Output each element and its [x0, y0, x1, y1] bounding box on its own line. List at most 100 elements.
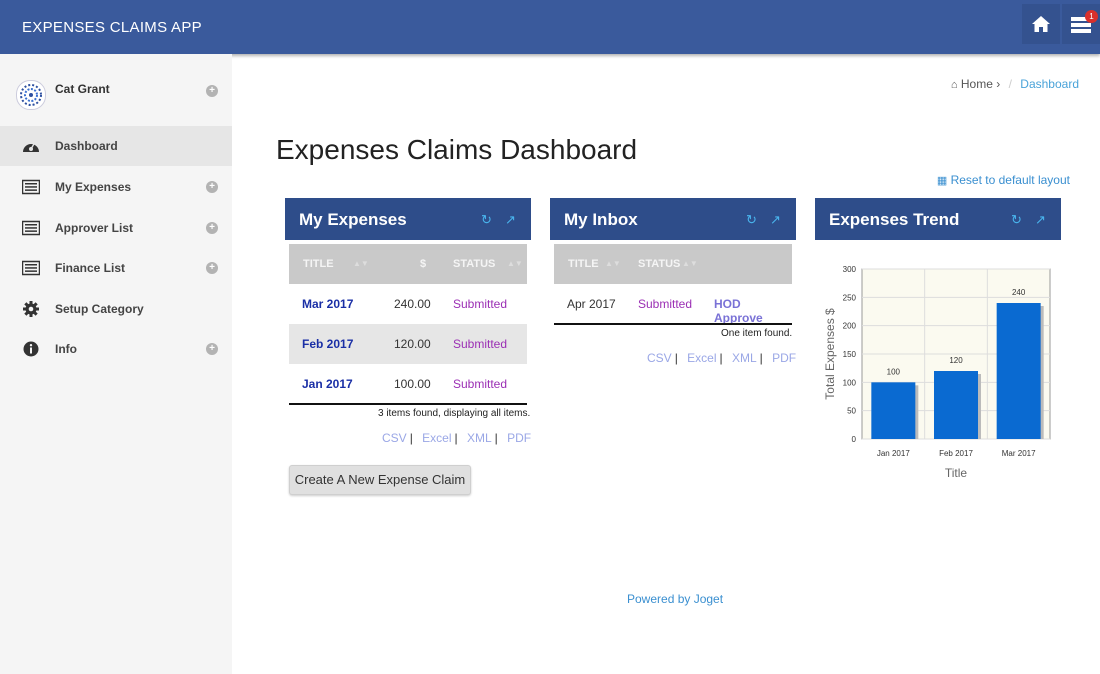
table-count: 3 items found, displaying all items. — [378, 408, 531, 419]
sidebar-item-my-expenses[interactable]: My Expenses + — [0, 167, 232, 207]
table-count: One item found. — [721, 328, 793, 339]
breadcrumb-separator: / — [1008, 77, 1012, 91]
breadcrumb-current[interactable]: Dashboard — [1020, 77, 1079, 91]
export-xml-link[interactable]: XML — [466, 431, 492, 445]
data-label: 120 — [949, 356, 963, 365]
y-tick-label: 100 — [843, 378, 857, 387]
row-amount: 120.00 — [394, 337, 431, 351]
row-status: Submitted — [453, 377, 508, 391]
sidebar-item-label: Dashboard — [55, 139, 118, 153]
inbox-button[interactable]: 1 — [1062, 4, 1100, 44]
hod-approve-link[interactable]: HOD Approve — [714, 297, 763, 325]
row-title: Apr 2017 — [567, 297, 616, 311]
avatar-image — [20, 84, 42, 106]
table-divider — [289, 403, 527, 405]
export-excel-link[interactable]: Excel — [687, 351, 717, 365]
table-row[interactable]: Feb 2017 120.00 Submitted — [289, 324, 527, 364]
sidebar-item-dashboard[interactable]: Dashboard — [0, 126, 232, 166]
notification-badge: 1 — [1085, 10, 1098, 23]
y-tick-label: 150 — [843, 350, 857, 359]
external-link-icon[interactable]: ↗ — [770, 212, 781, 227]
info-icon — [23, 341, 39, 357]
my-inbox-panel-header[interactable]: My Inbox ↻ ↗ — [550, 198, 796, 240]
sidebar-item-finance-list[interactable]: Finance List + — [0, 248, 232, 288]
x-axis-title: Title — [945, 466, 968, 480]
y-tick-label: 50 — [847, 407, 856, 416]
row-title-link[interactable]: Mar 2017 — [302, 297, 354, 311]
app-title[interactable]: EXPENSES CLAIMS APP — [22, 19, 202, 36]
sort-icon[interactable]: ▲▼ — [605, 259, 621, 268]
row-status: Submitted — [453, 297, 508, 311]
export-xml-link[interactable]: XML — [731, 351, 757, 365]
export-csv-link[interactable]: CSV — [382, 431, 407, 445]
column-header-amount[interactable]: $ — [420, 258, 427, 270]
row-status: Submitted — [453, 337, 508, 351]
refresh-icon[interactable]: ↻ — [1011, 212, 1022, 227]
expenses-trend-chart[interactable]: 0 50 100 150 200 250 300 100 Jan 2017 120 Feb 2017… — [812, 254, 1072, 494]
create-expense-claim-button[interactable]: Create A New Expense Claim — [289, 465, 471, 495]
sidebar-item-label: My Expenses — [55, 180, 132, 194]
data-label: 100 — [887, 367, 901, 376]
breadcrumb: ⌂ Home › / Dashboard — [951, 77, 1079, 91]
breadcrumb-home[interactable]: Home — [960, 77, 993, 91]
sidebar: Cat Grant + Dashboard My Expenses + Appr… — [0, 54, 232, 674]
export-excel-link[interactable]: Excel — [422, 431, 452, 445]
column-header-title[interactable]: TITLE — [568, 258, 599, 270]
top-bar: EXPENSES CLAIMS APP 1 — [0, 0, 1100, 54]
expand-icon[interactable]: + — [206, 222, 218, 234]
refresh-icon[interactable]: ↻ — [481, 212, 492, 227]
powered-by-link[interactable]: Powered by Joget — [627, 592, 724, 606]
home-crumb-icon: ⌂ — [950, 79, 958, 91]
sidebar-item-setup-category[interactable]: Setup Category — [0, 289, 232, 329]
column-header-status[interactable]: STATUS — [453, 258, 496, 270]
sidebar-item-label: Setup Category — [55, 302, 144, 316]
row-title-link[interactable]: Feb 2017 — [302, 337, 354, 351]
list-icon — [22, 260, 40, 276]
list-icon — [22, 220, 40, 236]
expand-icon[interactable]: + — [206, 262, 218, 274]
expand-icon[interactable]: + — [206, 181, 218, 193]
sort-icon[interactable]: ▲▼ — [682, 259, 698, 268]
reset-layout-label: Reset to default layout — [950, 173, 1070, 187]
refresh-icon[interactable]: ↻ — [746, 212, 757, 227]
list-icon — [22, 179, 40, 195]
user-expand-icon[interactable]: + — [206, 85, 218, 97]
sort-icon[interactable]: ▲▼ — [507, 259, 523, 268]
external-link-icon[interactable]: ↗ — [505, 212, 516, 227]
my-expenses-panel-header[interactable]: My Expenses ↻ ↗ — [285, 198, 531, 240]
user-name[interactable]: Cat Grant — [55, 82, 110, 96]
expand-icon[interactable]: + — [206, 343, 218, 355]
avatar[interactable] — [16, 80, 46, 110]
y-tick-label: 300 — [843, 265, 857, 274]
sidebar-item-info[interactable]: Info + — [0, 329, 232, 369]
x-tick-label: Jan 2017 — [877, 449, 910, 458]
y-tick-label: 250 — [843, 293, 857, 302]
export-pdf-link[interactable]: PDF — [772, 351, 797, 365]
expenses-trend-panel-header[interactable]: Expenses Trend ↻ ↗ — [815, 198, 1061, 240]
panel-title: My Inbox — [564, 210, 638, 229]
export-pdf-link[interactable]: PDF — [507, 431, 532, 445]
tasks-icon — [1071, 17, 1091, 33]
row-amount: 240.00 — [394, 297, 431, 311]
column-header-status[interactable]: STATUS — [638, 258, 681, 270]
gear-icon — [23, 301, 39, 317]
export-csv-link[interactable]: CSV — [647, 351, 672, 365]
table-row[interactable]: Jan 2017 100.00 Submitted — [289, 364, 527, 404]
sort-icon[interactable]: ▲▼ — [353, 259, 369, 268]
row-title-link[interactable]: Jan 2017 — [302, 377, 353, 391]
home-button[interactable] — [1022, 4, 1060, 44]
export-links: CSV | Excel | XML | PDF — [647, 351, 797, 365]
column-header-title[interactable]: TITLE — [303, 258, 334, 270]
dashboard-icon — [23, 142, 39, 152]
home-icon — [1032, 16, 1050, 32]
table-row[interactable]: Mar 2017 240.00 Submitted — [289, 284, 527, 324]
reset-layout-link[interactable]: ▦ Reset to default layout — [937, 173, 1070, 187]
x-tick-label: Feb 2017 — [939, 449, 973, 458]
table-row[interactable]: Apr 2017 Submitted HOD Approve — [554, 284, 792, 325]
sidebar-item-approver-list[interactable]: Approver List + — [0, 208, 232, 248]
bar — [996, 303, 1041, 439]
external-link-icon[interactable]: ↗ — [1035, 212, 1046, 227]
row-status: Submitted — [638, 297, 693, 311]
panel-title: Expenses Trend — [829, 210, 960, 229]
panel-title: My Expenses — [299, 210, 407, 229]
